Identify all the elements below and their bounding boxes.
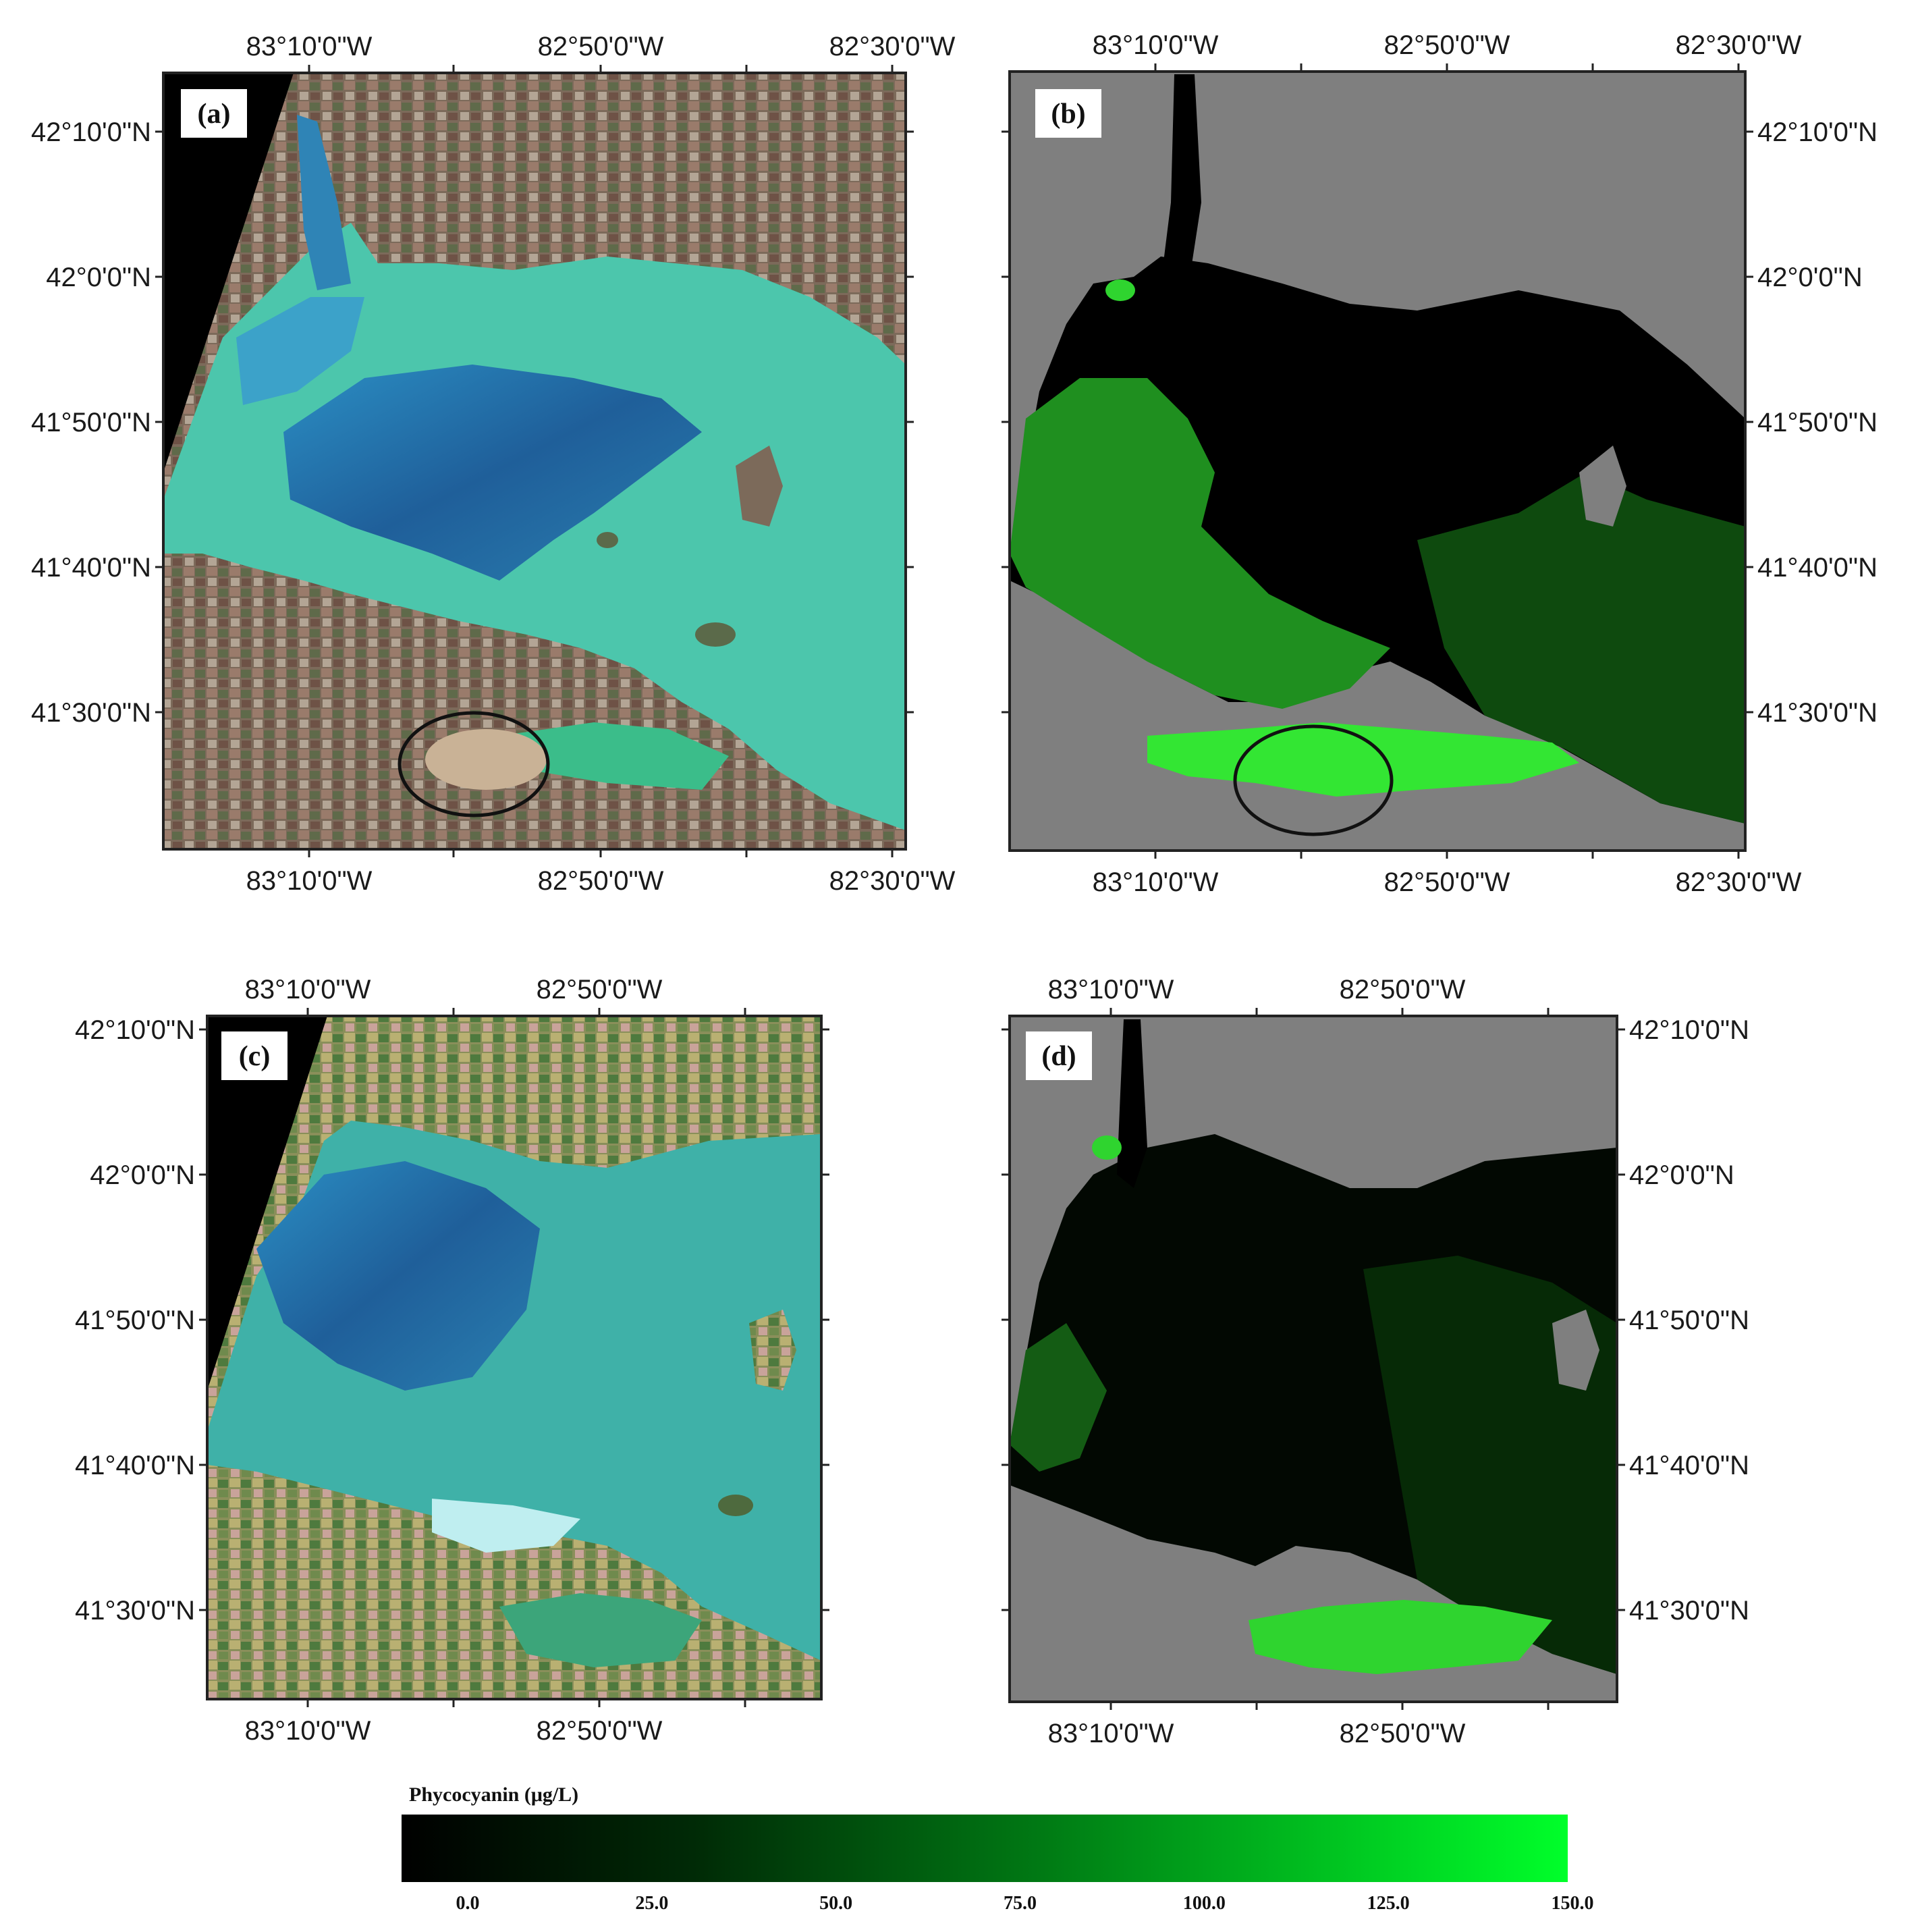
maumee-bay-water [499,722,729,790]
latitude-label: 41°40'0"N [31,553,151,583]
pelee-island-mask [1552,1310,1599,1391]
longitude-label-bottom: 83°10'0"W [245,1716,371,1746]
longitude-label-top: 83°10'0"W [1048,975,1174,1004]
western-bloom [1010,1323,1107,1472]
maumee-bay-bloom [1249,1600,1552,1674]
longitude-label-bottom: 82°50'0"W [537,1716,663,1746]
maumee-bay-water [499,1593,702,1667]
colorbar-tick-label: 50.0 [819,1893,852,1914]
shoreline-bloom-spot [1092,1135,1122,1160]
colorbar-gradient [402,1815,1568,1882]
pelee-island [736,446,783,527]
panel-c-true-color-map: (c) [206,1015,823,1700]
latitude-label: 42°0'0"N [1757,263,1863,292]
colorbar-ticks: 0.0 25.0 50.0 75.0 100.0 125.0 150.0 [456,1893,1594,1914]
nearshore-bright-water [432,1499,580,1553]
latitude-label: 41°50'0"N [1757,408,1878,437]
detroit-river-plume [297,115,351,290]
pelee-island-mask [1579,446,1626,527]
colorbar-tick-label: 150.0 [1552,1893,1594,1914]
longitude-label-top: 82°30'0"W [1676,30,1802,60]
latitude-label: 42°0'0"N [90,1160,195,1190]
latitude-label: 41°30'0"N [1629,1596,1749,1626]
pelee-island [749,1310,796,1391]
longitude-label-top: 82°30'0"W [829,32,956,61]
latitude-label: 42°10'0"N [1757,117,1878,147]
latitude-label: 41°40'0"N [1629,1451,1749,1480]
map-frame [1008,1015,1618,1703]
kelleys-island [718,1495,753,1516]
latitude-label: 41°50'0"N [31,408,151,437]
longitude-label-top: 83°10'0"W [246,32,373,61]
latitude-label: 41°50'0"N [75,1306,195,1335]
longitude-label-bottom: 83°10'0"W [246,866,373,896]
panel-b-phycocyanin-map: (b) [1008,70,1747,852]
latitude-label: 42°10'0"N [31,117,151,147]
latitude-label: 41°40'0"N [75,1451,195,1480]
colorbar-tick-label: 75.0 [1004,1893,1037,1914]
longitude-label-top: 82°50'0"W [1384,30,1510,60]
latitude-label: 41°40'0"N [1757,553,1878,583]
longitude-label-top: 83°10'0"W [245,975,371,1004]
maumee-bay-bloom [1147,722,1579,797]
western-plume [236,297,364,405]
latitude-label: 41°30'0"N [75,1596,195,1626]
latitude-label: 42°10'0"N [1629,1015,1749,1045]
longitude-label-top: 82°50'0"W [538,32,664,61]
colorbar-tick-label: 125.0 [1367,1893,1410,1914]
panel-label-box [221,1031,287,1080]
colorbar-tick-label: 25.0 [635,1893,668,1914]
panel-label-box [181,89,247,138]
western-basin-bloom [1010,378,1390,709]
detroit-river [1117,1019,1147,1188]
longitude-label-top: 82°50'0"W [537,975,663,1004]
shoreline-bloom-spot [1105,279,1135,301]
longitude-label-bottom: 82°30'0"W [829,866,956,896]
sediment-plume [425,729,547,790]
longitude-label-top: 83°10'0"W [1093,30,1219,60]
eastern-bloom [1417,473,1745,824]
highlight-ellipse [398,711,550,817]
panel-label: (a) [198,99,231,130]
panel-label: (b) [1051,99,1085,130]
panel-label-box [1035,89,1101,138]
panel-label-box [1026,1031,1092,1080]
deep-water-region [256,1161,540,1391]
colorbar-tick-label: 100.0 [1183,1893,1226,1914]
deep-water-region [283,365,702,581]
no-data-wedge [207,1016,327,1391]
no-data-wedge [163,73,294,473]
latitude-label: 42°0'0"N [1629,1160,1734,1190]
latitude-label: 42°0'0"N [46,263,151,292]
longitude-label-bottom: 82°50'0"W [1384,867,1510,897]
colorbar-title: Phycocyanin (μg/L) [409,1783,578,1806]
map-frame [1008,70,1747,852]
colorbar-legend: Phycocyanin (μg/L) 0.0 25.0 50.0 75.0 100.0 1… [402,1783,1594,1914]
panel-label: (d) [1041,1041,1076,1072]
eastern-bloom [1363,1256,1617,1674]
latitude-label: 41°50'0"N [1629,1306,1749,1335]
panel-d-phycocyanin-map: (d) [1008,1015,1618,1703]
longitude-label-bottom: 83°10'0"W [1093,867,1219,897]
map-frame [162,72,907,851]
latitude-label: 41°30'0"N [31,698,151,728]
latitude-label: 42°10'0"N [75,1015,195,1045]
longitude-label-bottom: 82°30'0"W [1676,867,1802,897]
latitude-label: 41°30'0"N [1757,698,1878,728]
highlight-ellipse [1233,724,1394,836]
kelleys-island [695,622,736,647]
longitude-label-bottom: 82°50'0"W [538,866,664,896]
longitude-label-bottom: 82°50'0"W [1340,1719,1466,1748]
map-frame [206,1015,823,1700]
longitude-label-top: 82°50'0"W [1340,975,1466,1004]
panel-label: (c) [239,1041,271,1072]
detroit-river [1161,74,1201,290]
bass-island [597,532,618,548]
graticule: 83°10'0"W 83°10'0"W 82°50'0"W 82°50'0"W 82°3… [31,30,1878,1748]
colorbar-tick-label: 0.0 [456,1893,480,1914]
longitude-label-bottom: 83°10'0"W [1048,1719,1174,1748]
panel-a-true-color-map: (a) [162,72,907,851]
